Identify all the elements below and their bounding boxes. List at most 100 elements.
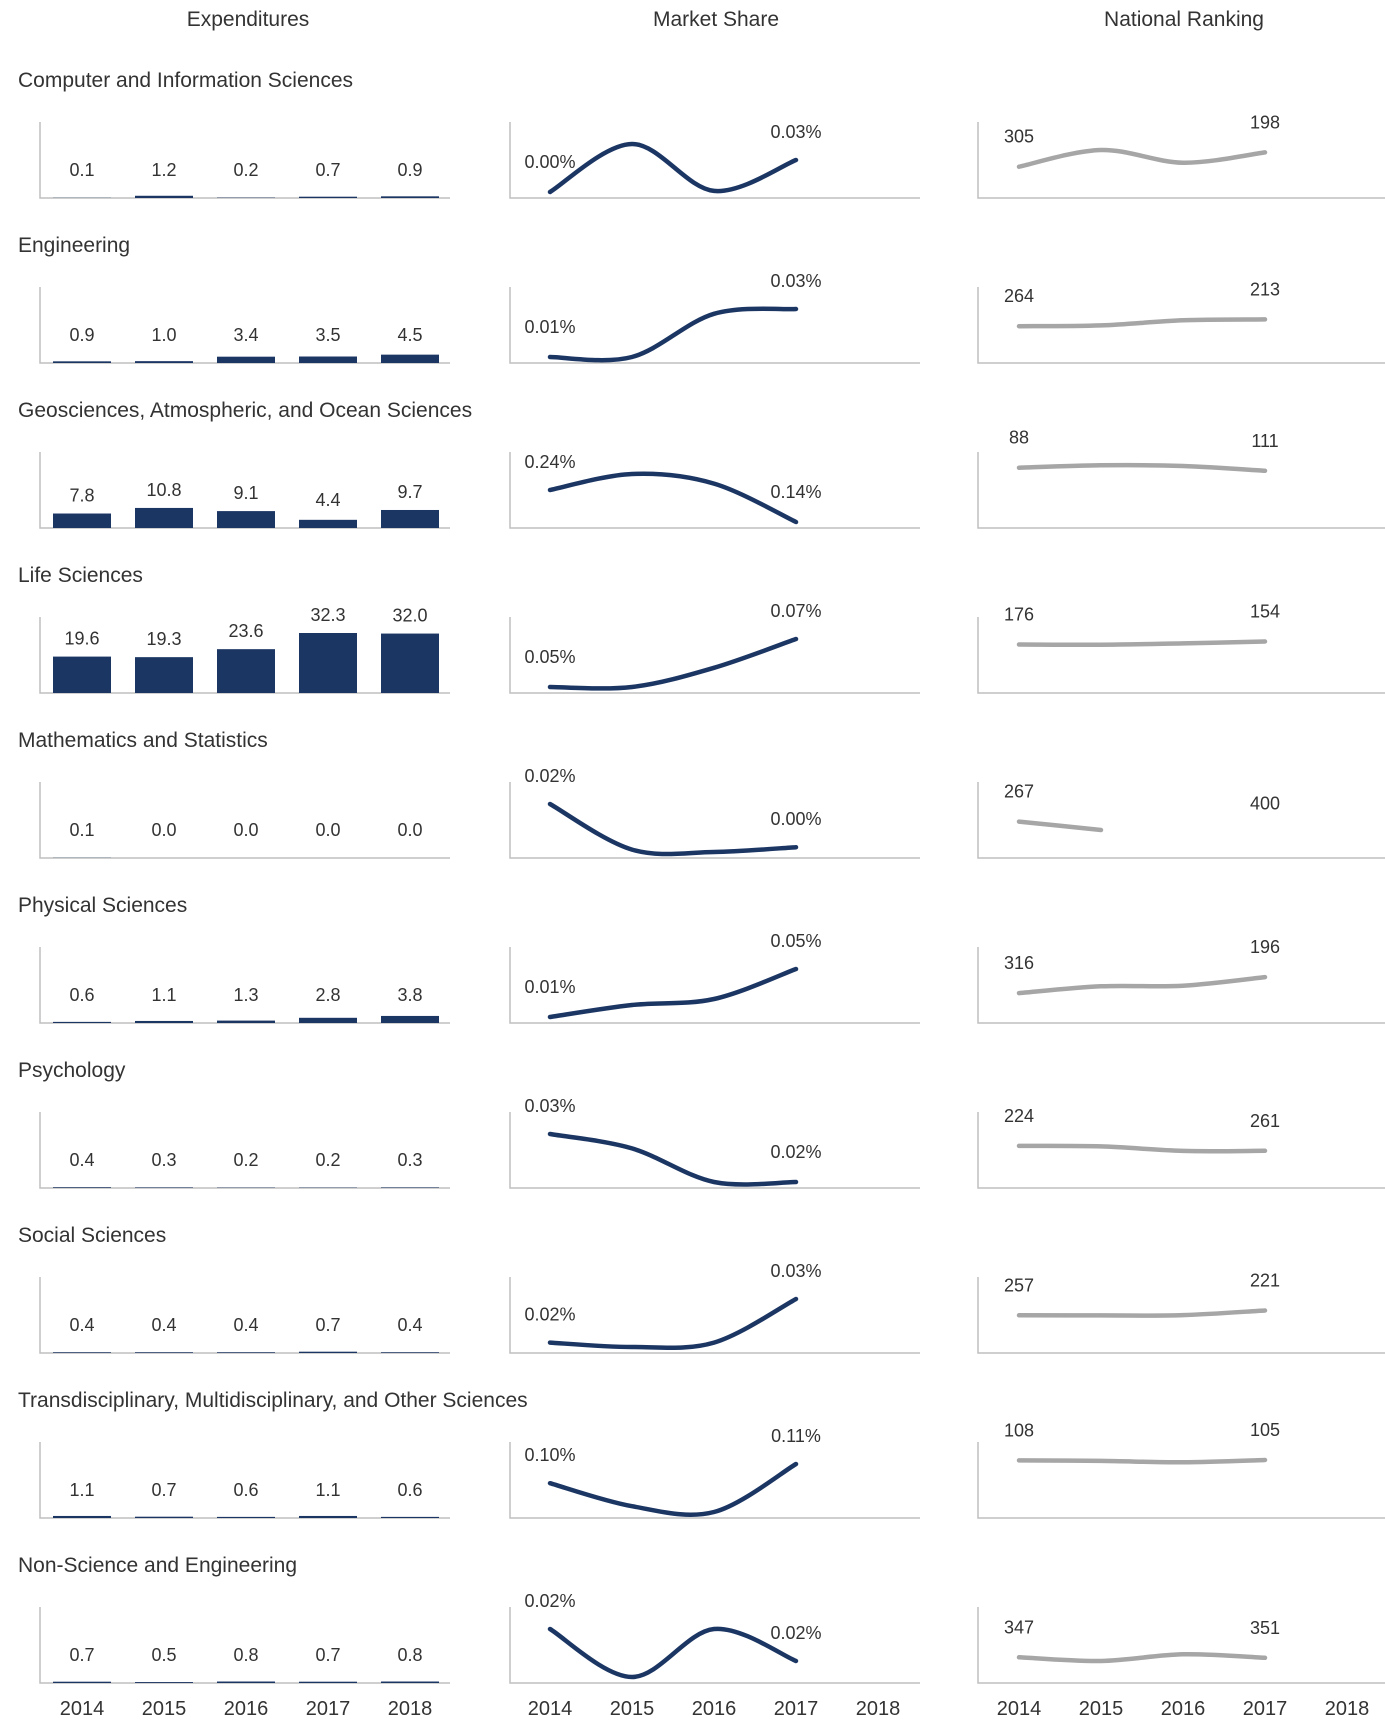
expenditure-value-label: 1.3 [233,985,258,1005]
row-2: Engineering 0.9 1.0 3.4 3.5 4.5 0.01% 0.03% 264 2… [18,234,1385,364]
expenditure-value-label: 0.7 [69,1645,94,1665]
national-ranking-start-label: 257 [1004,1275,1034,1295]
national-ranking-start-label: 264 [1004,286,1034,306]
expenditure-value-label: 0.2 [315,1150,340,1170]
expenditure-value-label: 1.1 [151,985,176,1005]
expenditure-bar [135,507,193,528]
expenditure-bar [135,657,193,693]
national-ranking-line [1016,147,1268,169]
expenditure-value-label: 3.5 [315,325,340,345]
national-ranking-axis [977,1442,1385,1519]
expenditure-bar [381,1015,439,1023]
expenditure-bar [381,1187,439,1188]
expenditure-value-label: 32.3 [310,605,345,625]
market-share-axis [509,1442,920,1519]
market-share-line [547,1461,799,1517]
national-ranking-line [1016,639,1268,648]
national-ranking-start-label: 176 [1004,604,1034,624]
expenditure-value-label: 0.9 [397,160,422,180]
expenditure-value-label: 0.2 [233,1150,258,1170]
expenditure-value-label: 10.8 [146,480,181,500]
market-share-end-label: 0.03% [770,271,821,291]
market-share-end-label: 0.14% [770,482,821,502]
market-share-end-label: 0.11% [771,1426,821,1446]
market-share-start-label: 0.01% [524,977,575,997]
national-ranking-axis [977,782,1385,859]
national-ranking-year-tick: 2014 [997,1698,1042,1720]
market-share-line [547,801,799,857]
expenditure-bar [135,1187,193,1188]
national-ranking-end-label: 213 [1250,279,1280,299]
market-share-start-label: 0.03% [524,1096,575,1116]
row-title: Life Sciences [18,564,143,587]
expenditure-value-label: 1.2 [151,160,176,180]
national-ranking-year-tick: 2016 [1161,1698,1206,1720]
national-ranking-line [1016,462,1268,474]
market-share-line [547,306,799,363]
national-ranking-end-label: 154 [1250,602,1280,622]
expenditure-bar [381,354,439,363]
expenditure-bar [53,513,111,528]
market-share-axis [509,452,920,529]
row-8: Social Sciences 0.4 0.4 0.4 0.7 0.4 0.02% 0.03%… [18,1224,1385,1354]
header-expenditures: Expenditures [187,8,310,31]
expenditure-bar [217,1516,275,1518]
expenditure-value-label: 1.0 [151,325,176,345]
expenditure-value-label: 7.8 [69,486,94,506]
national-ranking-end-label: 196 [1250,937,1280,957]
market-share-axis [509,617,920,694]
expenditure-bar [381,1516,439,1518]
expenditure-bar [53,1681,111,1683]
expenditure-bar [299,519,357,528]
market-share-year-tick: 2017 [774,1698,819,1720]
market-share-end-label: 0.07% [770,601,821,621]
market-share-start-label: 0.24% [524,452,575,472]
national-ranking-end-label: 111 [1251,431,1278,451]
national-ranking-start-label: 347 [1004,1617,1034,1637]
national-ranking-year-tick: 2015 [1079,1698,1124,1720]
national-ranking-axis [977,122,1385,199]
expenditure-value-label: 23.6 [228,621,263,641]
national-ranking-start-label: 267 [1004,782,1034,802]
market-share-end-label: 0.02% [770,1623,821,1643]
expenditure-value-label: 0.5 [151,1645,176,1665]
expenditures-year-tick: 2014 [60,1698,105,1720]
expenditure-value-label: 3.8 [397,985,422,1005]
market-share-axis [509,287,920,364]
national-ranking-end-label: 400 [1250,794,1280,814]
market-share-line [547,1131,799,1187]
expenditure-bar [299,633,357,693]
expenditure-bar [217,1352,275,1353]
header-market-share: Market Share [653,8,779,31]
expenditure-value-label: 0.1 [69,820,94,840]
market-share-end-label: 0.00% [770,809,821,829]
national-ranking-end-label: 261 [1250,1111,1280,1131]
market-share-line [547,141,799,195]
expenditure-value-label: 4.4 [315,490,340,510]
expenditures-year-tick: 2016 [224,1698,269,1720]
expenditure-bar [217,356,275,363]
national-ranking-year-tick: 2018 [1325,1698,1370,1720]
market-share-start-label: 0.10% [524,1445,575,1465]
expenditure-value-label: 0.4 [69,1315,94,1335]
market-share-line [547,1626,799,1680]
market-share-start-label: 0.02% [524,766,575,786]
expenditure-bar [53,1515,111,1518]
expenditure-value-label: 0.8 [397,1645,422,1665]
expenditure-value-label: 0.7 [315,1645,340,1665]
market-share-start-label: 0.02% [524,1305,575,1325]
national-ranking-end-label: 221 [1250,1270,1280,1290]
national-ranking-start-label: 88 [1009,428,1029,448]
expenditure-value-label: 0.6 [69,985,94,1005]
expenditures-year-tick: 2017 [306,1698,351,1720]
expenditure-value-label: 0.7 [315,1315,340,1335]
expenditure-bar [135,195,193,198]
expenditure-bar [217,1681,275,1683]
national-ranking-line [1016,1308,1268,1318]
row-title: Mathematics and Statistics [18,729,268,752]
market-share-start-label: 0.00% [524,152,575,172]
expenditure-bar [299,196,357,198]
expenditure-bar [217,511,275,528]
row-10: Non-Science and Engineering 0.7 0.5 0.8 0.7 0… [18,1554,1385,1684]
expenditure-bar [381,633,439,693]
